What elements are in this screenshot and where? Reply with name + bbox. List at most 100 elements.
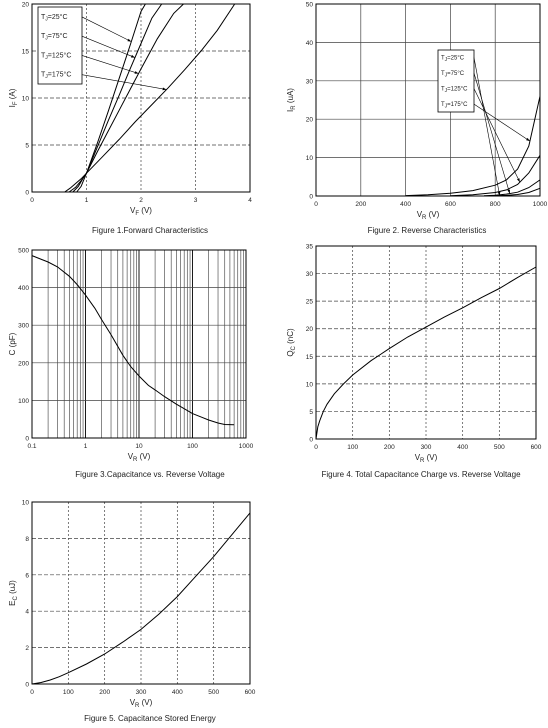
x-axis-title: VR (V) [417, 210, 440, 221]
x-axis-title: VR (V) [130, 698, 153, 709]
caption-fig3: Figure 3.Capacitance vs. Reverse Voltage [75, 470, 225, 479]
x-tick-label: 2 [139, 197, 143, 204]
x-tick-label: 500 [208, 689, 219, 696]
y-tick-label: 15 [22, 49, 30, 56]
legend-entry: TJ=125°C [441, 87, 468, 95]
chart-forward-characteristics: 0 1 2 3 4 0 5 10 15 20 VF (V) IF (A) TJ=25°C TJ=75°C T… [8, 0, 272, 226]
legend-arrow [81, 74, 167, 90]
y-axis-title: C (pF) [8, 332, 17, 355]
chart-reverse-characteristics: 0 200 400 600 800 1000 0 10 20 30 40 50 VR (V) IR (uA… [286, 0, 548, 226]
x-tick-label: 600 [531, 444, 542, 451]
series-line-1 [31, 255, 235, 426]
y-axis-title: IR (uA) [286, 88, 297, 112]
plot-frame [315, 3, 541, 197]
x-tick-label: 0 [314, 444, 318, 451]
plot-frame [315, 245, 537, 440]
y-tick-label: 2 [25, 645, 29, 652]
x-tick-label: 200 [355, 201, 366, 208]
legend-arrowhead [127, 38, 132, 42]
legend-arrowhead [134, 71, 139, 74]
y-tick-label: 0 [25, 682, 29, 689]
legend-arrowhead [162, 87, 167, 91]
y-axis-title: EC (uJ) [8, 580, 19, 606]
legend-entry: TJ=25°C [41, 13, 68, 23]
x-tick-label: 300 [136, 689, 147, 696]
y-tick-label: 300 [18, 323, 29, 330]
x-tick-label: 10 [135, 443, 143, 450]
x-tick-label: 4 [248, 197, 252, 204]
legend-entry: TJ=175°C [441, 102, 468, 110]
y-tick-label: 10 [306, 381, 314, 388]
legend-entry: TJ=75°C [41, 32, 68, 42]
legend-arrow [473, 88, 521, 183]
legend-box [37, 6, 83, 85]
x-axis-title: VR (V) [415, 453, 438, 464]
chart-total-capacitance-charge-svg: 0 100 200 300 400 500 600 0 5 10 15 20 25 30 35 VR (V) Q… [286, 244, 542, 465]
x-tick-label: 800 [490, 201, 501, 208]
x-tick-label: 400 [172, 689, 183, 696]
y-tick-label: 30 [306, 78, 314, 85]
series-line-2 [450, 155, 541, 197]
legend-arrow [473, 73, 511, 194]
chart-capacitance-stored-energy: 0 100 200 300 400 500 600 0 2 4 6 8 10 VR (V) EC (uJ) [8, 490, 272, 714]
legend-arrowhead [497, 191, 501, 196]
x-tick-label: 100 [63, 689, 74, 696]
legend-entry: TJ=125°C [41, 51, 71, 61]
y-tick-label: 200 [18, 360, 29, 367]
legend-entry: TJ=75°C [441, 71, 465, 79]
y-tick-label: 400 [18, 285, 29, 292]
legend-arrowhead [507, 189, 511, 194]
y-tick-label: 5 [309, 409, 313, 416]
series-line-4 [495, 187, 541, 197]
y-tick-label: 50 [306, 2, 314, 9]
caption-fig5: Figure 5. Capacitance Stored Energy [84, 714, 216, 723]
y-tick-label: 5 [25, 143, 29, 150]
y-tick-label: 40 [306, 40, 314, 47]
y-tick-label: 10 [22, 500, 30, 507]
x-tick-label: 400 [457, 444, 468, 451]
x-tick-label: 200 [384, 444, 395, 451]
y-tick-label: 15 [306, 354, 314, 361]
y-tick-label: 500 [18, 248, 29, 255]
y-tick-label: 10 [22, 96, 30, 103]
x-tick-label: 200 [99, 689, 110, 696]
x-tick-label: 0 [30, 689, 34, 696]
chart-forward-characteristics-svg: 0 1 2 3 4 0 5 10 15 20 VF (V) IF (A) TJ=25°C TJ=75°C T… [8, 2, 252, 218]
x-tick-label: 3 [194, 197, 198, 204]
x-tick-label: 1 [84, 443, 88, 450]
series-line-1 [315, 266, 537, 440]
x-tick-label: 1000 [533, 201, 548, 208]
y-tick-label: 10 [306, 155, 314, 162]
y-tick-label: 25 [306, 299, 314, 306]
series-line-3 [483, 179, 541, 197]
x-tick-label: 100 [187, 443, 198, 450]
y-tick-label: 30 [306, 271, 314, 278]
series-line-1 [76, 3, 146, 193]
chart-capacitance-vs-reverse-voltage: 0.1 1 10 100 1000 0 100 200 300 400 500 VR (V) C (pF… [8, 240, 272, 466]
legend-box [437, 49, 475, 113]
legend-arrow [473, 57, 500, 196]
y-tick-label: 0 [25, 190, 29, 197]
chart-capacitance-vs-reverse-voltage-svg: 0.1 1 10 100 1000 0 100 200 300 400 500 VR (V) C (pF… [8, 248, 254, 464]
series-line-1 [405, 96, 541, 197]
x-tick-label: 300 [421, 444, 432, 451]
chart-total-capacitance-charge: 0 100 200 300 400 500 600 0 5 10 15 20 25 30 35 VR (V) Q… [286, 240, 548, 466]
legend-arrow [81, 16, 132, 42]
y-tick-label: 100 [18, 398, 29, 405]
plot-frame [31, 3, 251, 193]
x-tick-label: 500 [494, 444, 505, 451]
legend-arrowhead [130, 54, 135, 58]
y-tick-label: 20 [306, 326, 314, 333]
series-line-3 [68, 3, 184, 193]
legend-entry: TJ=175°C [41, 71, 71, 81]
x-tick-label: 100 [347, 444, 358, 451]
y-tick-label: 0 [309, 437, 313, 444]
legend-arrow [81, 35, 136, 58]
caption-fig1: Figure 1.Forward Characteristics [91, 226, 209, 235]
caption-fig2: Figure 2. Reverse Characteristics [367, 226, 487, 235]
chart-reverse-characteristics-svg: 0 200 400 600 800 1000 0 10 20 30 40 50 VR (V) IR (uA… [286, 2, 548, 222]
y-tick-label: 0 [309, 194, 313, 201]
caption-fig4: Figure 4. Total Capacitance Charge vs. R… [321, 470, 521, 479]
y-axis-title: IF (A) [8, 88, 19, 107]
x-tick-label: 0.1 [27, 443, 36, 450]
